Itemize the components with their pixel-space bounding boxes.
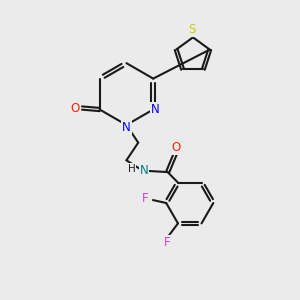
Text: N: N bbox=[151, 103, 160, 116]
Text: S: S bbox=[188, 22, 195, 36]
Text: H: H bbox=[128, 164, 135, 174]
Text: O: O bbox=[172, 141, 181, 154]
Text: N: N bbox=[140, 164, 148, 177]
Text: O: O bbox=[70, 101, 79, 115]
Text: F: F bbox=[164, 236, 170, 249]
Text: N: N bbox=[122, 121, 131, 134]
Text: F: F bbox=[142, 192, 149, 205]
